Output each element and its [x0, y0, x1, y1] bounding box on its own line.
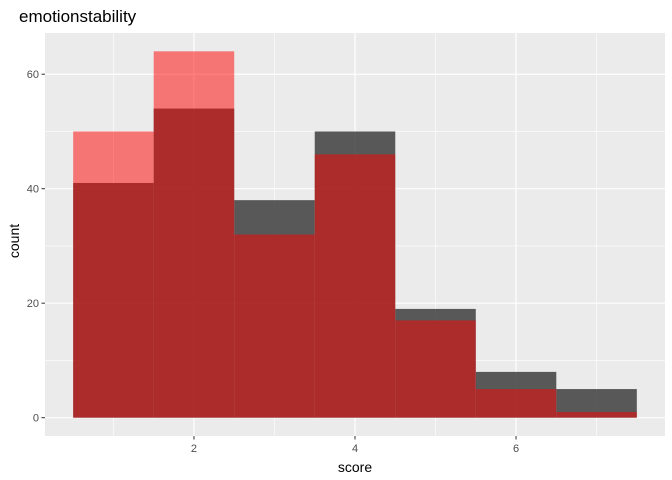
y-axis-ticks: 0 20 40 60	[27, 69, 45, 425]
x-axis-ticks: 2 4 6	[191, 436, 519, 455]
histogram-bar	[73, 131, 154, 418]
histogram-bar	[475, 389, 557, 418]
y-tick-label: 20	[27, 298, 39, 310]
histogram-bar	[234, 234, 315, 418]
histogram-bar	[395, 320, 476, 418]
y-tick-label: 40	[27, 184, 39, 196]
x-tick-label: 2	[191, 443, 197, 455]
x-axis-title: score	[338, 459, 372, 475]
x-tick-label: 6	[513, 443, 519, 455]
x-tick-label: 4	[352, 443, 358, 455]
histogram-bar	[556, 411, 637, 418]
y-tick-label: 0	[33, 413, 39, 425]
y-tick-label: 60	[27, 69, 39, 81]
histogram-bars	[73, 51, 637, 418]
histogram-bar	[314, 154, 396, 418]
y-axis-title: count	[6, 224, 22, 258]
histogram-bar	[153, 51, 235, 418]
chart-title: emotionstability	[19, 7, 137, 26]
